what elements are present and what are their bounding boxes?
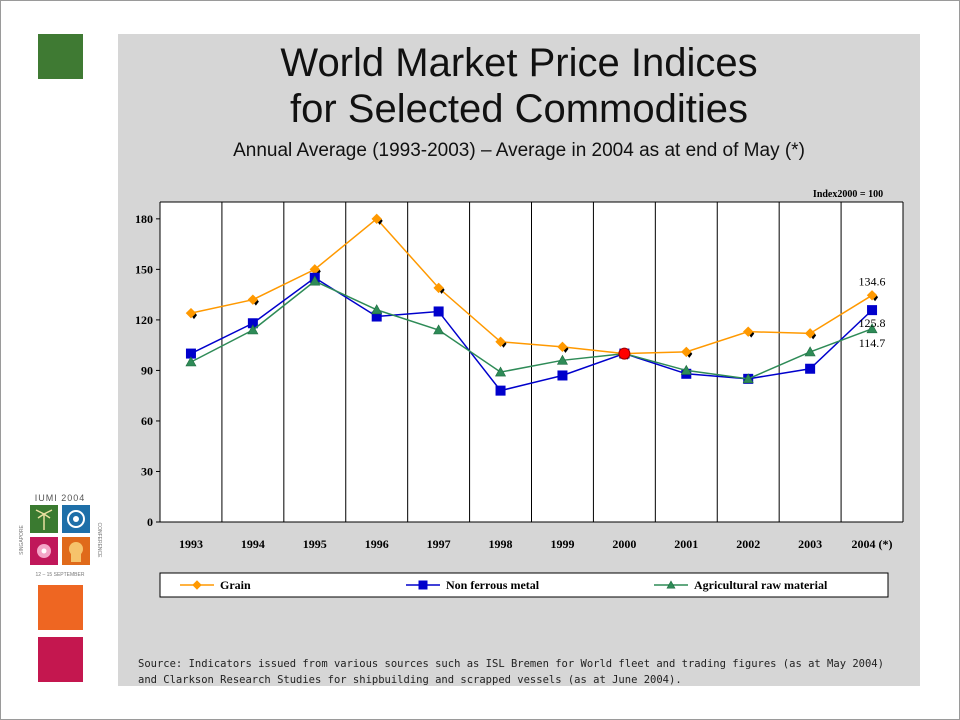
x-tick-label: 1997 [427,537,451,551]
line-chart: Index2000 = 100 0 30 60 90 120 150 180 1993 1994… [135,189,904,598]
data-point-diamond [743,326,754,337]
data-point-diamond [804,328,816,339]
data-label: 114.7 [859,336,886,350]
y-tick-label: 180 [135,212,153,226]
data-point-triangle [309,275,321,286]
data-point-diamond [495,336,506,347]
source-line-2: and Clarkson Research Studies for shipbu… [138,674,682,686]
x-tick-label: 1998 [489,537,513,551]
legend-label: Agricultural raw material [694,578,828,592]
data-point-diamond [681,346,692,358]
x-tick-label: 2003 [798,537,822,551]
source-line-1: Source: Indicators issued from various s… [138,658,884,670]
data-point-triangle [495,366,507,377]
series-line-2 [190,280,873,380]
data-point-diamond [371,213,382,225]
data-point-triangle [866,323,878,334]
data-point-diamond [433,282,444,294]
pink-square-decoration [38,637,83,682]
x-tick-label: 2004 (*) [852,537,893,551]
y-tick-label: 120 [135,313,153,327]
data-point-triangle [666,580,676,589]
x-tick-label: 1996 [365,537,389,551]
slide-title: World Market Price Indices for Selected … [118,40,920,132]
x-tick-label: 1995 [303,537,327,551]
data-point-square [418,580,428,590]
data-point-square [433,306,444,317]
x-tick-label: 1994 [241,537,265,551]
data-point-square [805,363,816,374]
x-tick-label: 1993 [179,537,203,551]
x-tick-label: 2002 [736,537,760,551]
iumi-conference-logo: IUMI 2004 SINGAPORE CONFERENCE 12 – 15 S… [19,493,102,578]
legend-box [159,572,889,598]
series-line-1 [190,276,873,392]
green-square-decoration [38,34,83,79]
data-label: 125.8 [859,316,886,330]
data-point-diamond [192,580,202,590]
logo-side-left-text: SINGAPORE [19,524,25,554]
logo-side-right-text: CONFERENCE [96,522,102,558]
data-label: 134.6 [859,274,886,288]
data-point-square [495,385,506,396]
data-point-diamond [557,341,568,353]
title-line-1: World Market Price Indices [280,41,758,85]
source-note: Source: Indicators issued from various s… [138,656,918,688]
data-point-triangle [185,356,197,367]
data-point-triangle [556,354,568,365]
y-tick-label: 150 [135,262,153,276]
x-tick-label: 1999 [550,537,574,551]
legend-label: Grain [220,578,251,592]
data-point-triangle [680,364,692,375]
logo-top-text: IUMI 2004 [35,493,86,503]
x-tick-label: 2001 [674,537,698,551]
y-tick-label: 30 [141,464,153,478]
orange-square-decoration [38,585,83,630]
data-point-triangle [247,324,259,335]
data-point-triangle [371,304,383,315]
legend-label: Non ferrous metal [446,578,540,592]
logo-bottom-text: 12 – 15 SEPTEMBER [36,572,85,578]
series-line-0 [190,217,873,355]
data-point-triangle [804,346,816,357]
title-line-2: for Selected Commodities [290,87,748,131]
y-tick-label: 60 [141,414,153,428]
x-tick-label: 2000 [612,537,636,551]
data-point-triangle [742,373,754,384]
data-point-square [557,370,568,381]
data-point-triangle [433,324,445,335]
slide-subtitle: Annual Average (1993-2003) – Average in … [233,140,805,161]
y-tick-label: 0 [147,515,153,529]
data-point-diamond [866,290,878,301]
base-year-point [618,347,631,360]
data-point-diamond [247,294,259,305]
index-note: Index2000 = 100 [813,189,883,200]
data-point-diamond [185,307,197,319]
y-tick-label: 90 [141,363,153,377]
data-point-square [867,305,878,316]
